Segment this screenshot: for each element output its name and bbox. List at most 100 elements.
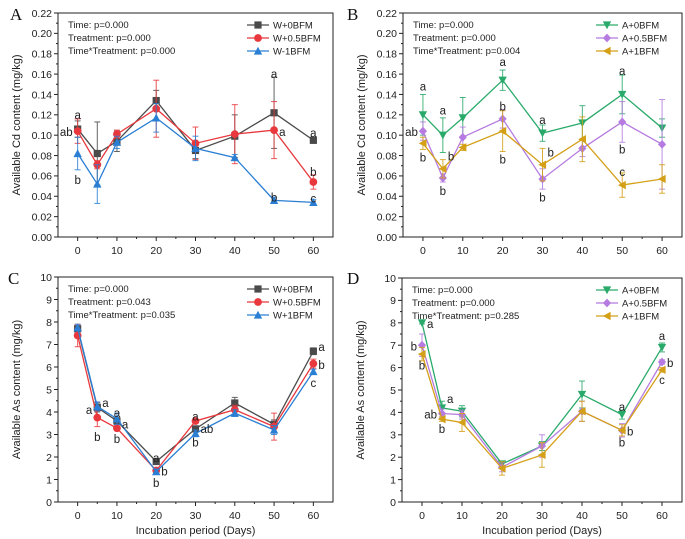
significance-letter: a — [420, 81, 427, 93]
chart-panel-a: A 0.00 0.02 0.04 0.06 0.08 0.10 0.12 0.14 0.16 0.1… — [10, 5, 334, 257]
x-tick-label: 20 — [150, 245, 162, 257]
data-point — [418, 126, 428, 136]
y-tick-label: 8 — [390, 318, 396, 330]
data-point — [191, 425, 200, 433]
series-line — [77, 335, 314, 472]
significance-letter: a — [440, 106, 447, 118]
legend-marker — [254, 285, 262, 293]
data-point — [617, 426, 626, 435]
legend-marker — [602, 286, 612, 295]
significance-letter: b — [161, 467, 167, 479]
significance-letter: b — [448, 152, 454, 164]
significance-letter: a — [619, 66, 626, 78]
data-point — [457, 418, 466, 427]
data-point — [191, 144, 200, 153]
data-point — [657, 174, 666, 184]
chart-panel-b: B 0.00 0.02 0.04 0.06 0.08 0.10 0.12 0.14 0.16 0.1… — [347, 5, 683, 257]
series-a-0bfm — [418, 69, 667, 153]
data-point — [537, 450, 546, 460]
stat-text: Time: p=0.000 — [412, 285, 473, 296]
significance-letter: b — [271, 192, 277, 204]
y-axis-label: Available As content (mg/kg) — [11, 320, 23, 459]
significance-letter: c — [310, 378, 316, 390]
significance-letter: c — [659, 375, 665, 387]
y-tick-label: 0.18 — [32, 49, 53, 61]
data-point — [269, 196, 279, 204]
stat-text: Treatment: p=0.000 — [412, 298, 495, 309]
legend-entry: A+0.5BFM — [622, 34, 667, 45]
y-tick-label: 7 — [46, 339, 52, 351]
data-point — [498, 76, 507, 85]
legend-marker — [602, 33, 612, 43]
significance-letter: b — [499, 102, 505, 114]
significance-letter: b — [440, 186, 446, 198]
significance-letter: a — [318, 342, 325, 354]
panel-label: A — [10, 5, 23, 24]
y-tick-label: 0.12 — [32, 110, 53, 122]
x-tick-label: 20 — [496, 510, 508, 522]
data-point — [152, 113, 161, 122]
series-w-0-5bfm — [73, 323, 318, 475]
data-point — [230, 408, 239, 417]
data-point — [93, 402, 102, 410]
x-axis-label: Incubation period (Days) — [136, 525, 256, 537]
legend-entry: A+1BFM — [622, 312, 659, 323]
chart-panel-c: C 0 1 2 3 4 5 6 7 8 9 10 0 10 20 30 40 50 60 Available As c… — [8, 269, 334, 537]
data-point — [309, 198, 318, 206]
panel-label: B — [347, 5, 358, 24]
significance-letter: a — [153, 453, 160, 465]
y-tick-label: 6 — [390, 362, 396, 374]
y-tick-label: 0.22 — [377, 8, 398, 20]
data-point — [309, 178, 318, 186]
significance-letter: b — [310, 167, 316, 179]
significance-letter: a — [114, 408, 121, 420]
y-tick-label: 0.00 — [377, 232, 398, 244]
legend-entry: W+0BFM — [273, 21, 313, 32]
series-a-1bfm — [418, 110, 666, 198]
data-point — [497, 464, 506, 473]
data-point — [73, 149, 82, 158]
significance-letter: a — [619, 402, 626, 414]
stat-text: Time: p=0.000 — [68, 20, 129, 31]
y-tick-label: 0.08 — [377, 150, 398, 162]
y-tick-label: 0.14 — [32, 89, 53, 101]
significance-letter: a — [310, 128, 317, 140]
data-point — [113, 424, 121, 433]
x-tick-label: 0 — [420, 245, 426, 257]
x-tick-label: 50 — [616, 510, 628, 522]
data-point — [458, 132, 467, 142]
data-point — [458, 143, 467, 152]
y-tick-label: 5 — [46, 384, 52, 396]
data-point — [93, 179, 102, 188]
y-tick-label: 2 — [46, 452, 52, 464]
legend-marker — [254, 298, 262, 306]
x-tick-label: 30 — [190, 510, 202, 522]
y-tick-label: 8 — [46, 317, 52, 329]
x-tick-label: 10 — [111, 510, 123, 522]
data-point — [191, 429, 200, 437]
significance-letter: a — [279, 127, 286, 139]
significance-letter: ab — [424, 410, 437, 422]
stat-text: Time*Treatment: p=0.004 — [413, 46, 520, 57]
y-tick-label: 1 — [390, 474, 396, 486]
significance-letter: b — [627, 426, 633, 438]
y-tick-label: 9 — [46, 294, 52, 306]
series-w-1bfm — [73, 323, 318, 476]
stat-text: Time: p=0.000 — [68, 284, 129, 295]
data-point — [152, 457, 160, 466]
data-point — [438, 164, 447, 173]
y-axis-label: Available As content (mg/kg) — [355, 320, 367, 459]
data-point — [112, 138, 122, 146]
y-tick-label: 0.20 — [32, 28, 53, 40]
y-tick-label: 6 — [46, 362, 52, 374]
data-point — [73, 323, 82, 332]
data-point — [458, 114, 467, 123]
y-tick-label: 3 — [390, 430, 396, 442]
legend-entry: A+1BFM — [622, 47, 659, 58]
legend-marker — [602, 46, 611, 56]
data-point — [152, 467, 161, 476]
data-point — [577, 390, 587, 399]
data-point — [309, 359, 318, 368]
y-tick-label: 9 — [390, 295, 396, 307]
